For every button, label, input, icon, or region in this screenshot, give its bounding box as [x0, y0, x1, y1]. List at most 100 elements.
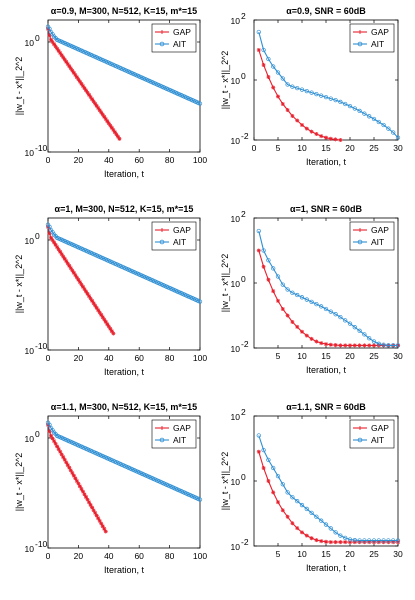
chart-title: α=0.9, SNR = 60dB — [286, 6, 366, 16]
x-tick-label: 15 — [321, 549, 331, 559]
data-point-ait — [328, 96, 333, 101]
data-point-ait — [266, 457, 271, 463]
y-tick-label: 10 — [231, 412, 241, 422]
data-point-gap — [65, 261, 70, 266]
series-line-ait — [258, 435, 398, 542]
series-markers-gap — [256, 248, 400, 348]
data-point-gap — [266, 277, 271, 282]
series-markers-ait — [45, 24, 203, 106]
x-tick-label: 10 — [297, 143, 307, 153]
data-point-gap — [256, 248, 261, 253]
y-tick-exponent: 0 — [241, 71, 246, 81]
legend-label-ait: AIT — [173, 39, 186, 49]
data-point-gap — [90, 298, 95, 303]
data-point-gap — [324, 135, 328, 140]
data-point-ait — [261, 47, 266, 53]
x-tick-label: 10 — [297, 549, 307, 559]
data-point-gap — [381, 343, 386, 348]
x-axis-label: Iteration, t — [104, 169, 145, 179]
y-tick-label: 10 — [231, 279, 241, 289]
chart-panel-3: α=1, M=300, N=512, K=15, m*=15 0 20 40 60 80 1… — [14, 204, 207, 377]
y-tick-exponent: 0 — [35, 231, 40, 241]
data-point-gap — [82, 86, 87, 91]
x-tick-label: 40 — [104, 551, 114, 561]
data-point-gap — [68, 266, 73, 271]
data-point-gap — [304, 333, 309, 338]
data-point-gap — [61, 455, 66, 460]
legend-marker-gap — [160, 228, 164, 232]
data-point-ait — [323, 522, 329, 527]
data-point-ait — [197, 101, 203, 106]
data-point-gap — [91, 508, 96, 513]
data-point-gap — [100, 524, 105, 529]
data-point-ait — [309, 299, 314, 305]
data-point-gap — [348, 540, 352, 545]
data-point-ait — [357, 108, 362, 114]
y-tick-exponent: -10 — [35, 539, 48, 549]
data-point-gap — [338, 343, 343, 348]
data-point-gap — [276, 94, 280, 99]
data-point-gap — [256, 449, 261, 454]
data-point-ait — [256, 29, 261, 35]
data-point-gap — [58, 51, 63, 55]
data-point-ait — [295, 499, 300, 504]
data-point-gap — [87, 294, 92, 299]
x-axis-label: Iteration, t — [104, 367, 145, 377]
data-point-gap — [90, 505, 95, 510]
data-point-gap — [266, 75, 271, 79]
y-tick-label: 10 — [25, 434, 35, 444]
data-point-gap — [82, 287, 87, 292]
data-point-gap — [314, 339, 319, 344]
data-point-gap — [114, 132, 119, 137]
data-point-ait — [352, 325, 357, 330]
data-point-ait — [299, 87, 305, 92]
data-point-ait — [376, 538, 381, 543]
data-point-ait — [357, 328, 362, 333]
x-tick-label: 5 — [276, 549, 281, 559]
x-tick-label: 10 — [297, 351, 307, 361]
data-point-ait — [309, 510, 314, 515]
data-point-gap — [295, 526, 300, 531]
data-point-ait — [328, 309, 333, 314]
data-point-gap — [290, 114, 295, 118]
data-point-gap — [91, 99, 96, 104]
data-point-gap — [300, 530, 304, 535]
data-point-gap — [343, 343, 348, 348]
data-point-gap — [71, 70, 76, 75]
legend: GAP AIT — [349, 221, 395, 251]
x-tick-label: 60 — [134, 155, 144, 165]
data-point-gap — [55, 245, 60, 250]
data-point-gap — [80, 84, 85, 88]
legend-label-ait: AIT — [371, 237, 384, 247]
series-line-gap — [258, 250, 398, 346]
data-point-gap — [290, 320, 295, 324]
legend-label-gap: GAP — [173, 423, 191, 433]
data-point-ait — [319, 93, 324, 98]
data-point-ait — [343, 101, 348, 107]
data-point-ait — [395, 538, 401, 543]
data-point-gap — [49, 433, 54, 438]
data-point-gap — [85, 291, 90, 296]
chart-title: α=1, M=300, N=512, K=15, m*=15 — [55, 204, 194, 214]
data-point-gap — [314, 132, 319, 136]
series-markers-gap — [46, 26, 122, 141]
data-point-gap — [53, 441, 58, 446]
data-point-gap — [328, 540, 333, 545]
x-tick-label: 25 — [369, 549, 379, 559]
data-point-gap — [261, 466, 266, 470]
data-point-ait — [266, 258, 271, 263]
data-point-gap — [47, 231, 52, 236]
data-point-gap — [73, 273, 78, 278]
legend: GAP AIT — [151, 23, 197, 53]
legend-label-gap: GAP — [371, 27, 389, 37]
x-tick-label: 20 — [74, 353, 84, 363]
y-axis-label: ||w_t - x*||_2^2 — [14, 57, 24, 116]
x-tick-label: 30 — [393, 143, 403, 153]
data-point-gap — [67, 64, 72, 69]
data-point-gap — [93, 101, 98, 106]
x-tick-label: 80 — [165, 353, 175, 363]
x-tick-label: 40 — [104, 353, 114, 363]
data-point-gap — [50, 436, 55, 441]
data-point-ait — [367, 114, 372, 119]
